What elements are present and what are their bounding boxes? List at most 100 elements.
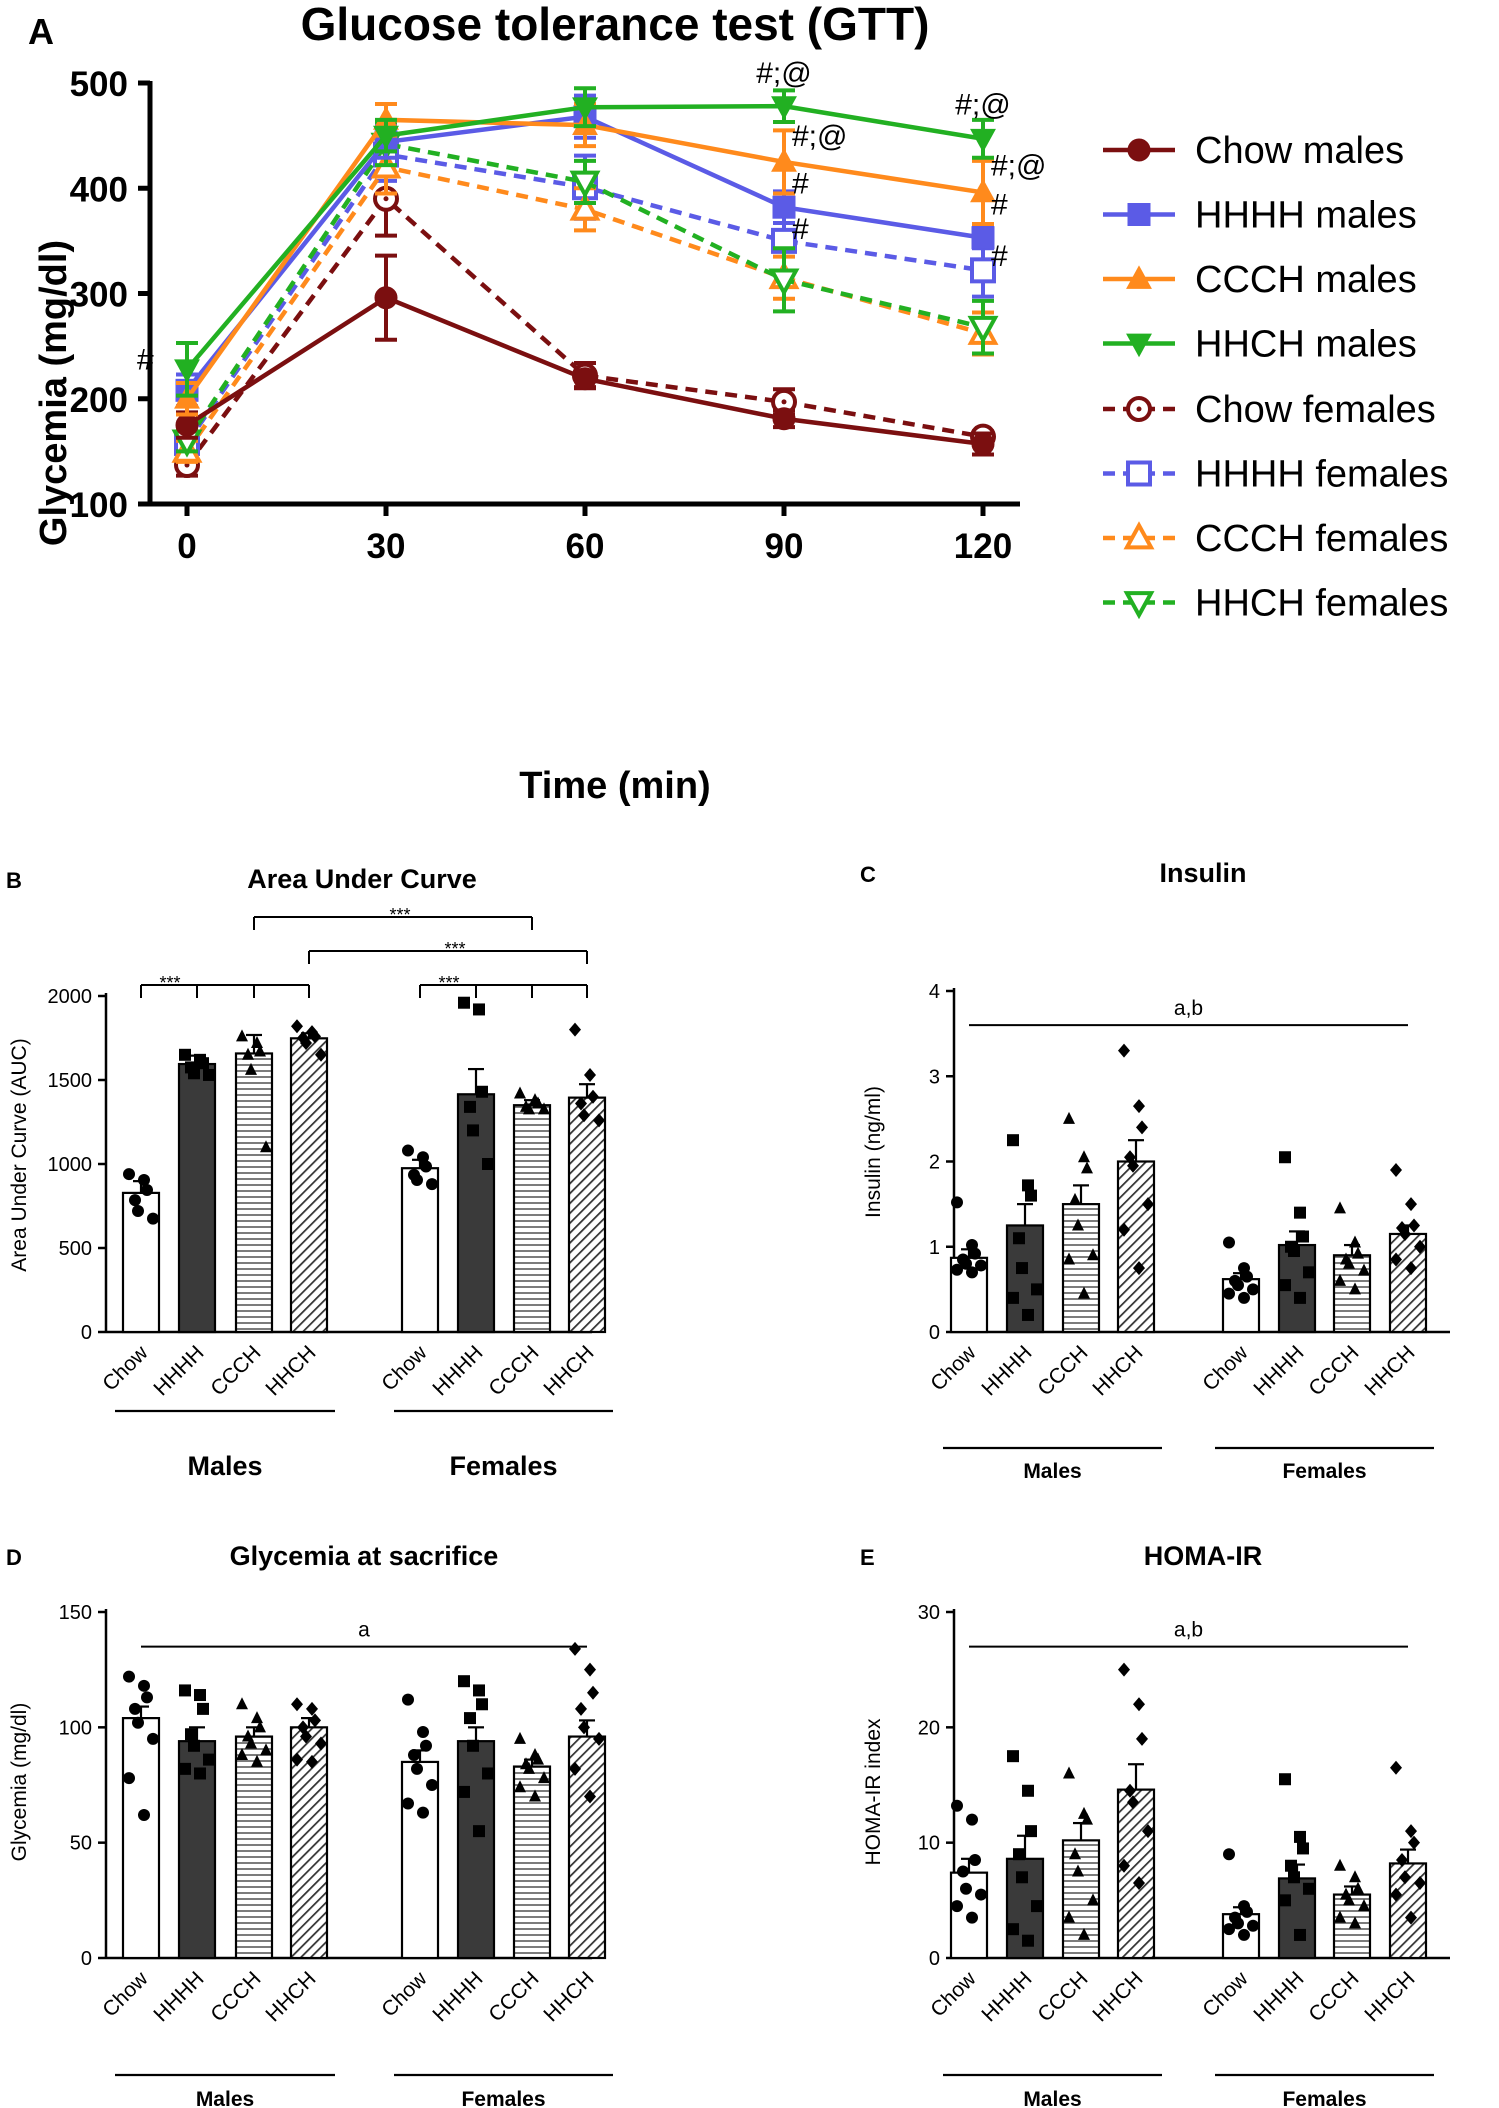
glycemia_sacrifice-data-point [251,1754,263,1767]
insulin-data-point [960,1257,972,1270]
auc-bar [400,1167,440,1334]
glycemia_sacrifice-category-label: HHCH [539,1967,598,2026]
glycemia_sacrifice-data-point [532,1752,544,1765]
homa_ir-data-point [969,1853,981,1866]
glycemia_sacrifice-data-point [236,1748,248,1761]
homa_ir-data-point [1390,1887,1402,1902]
gtt-legend-label: CCCH females [1195,518,1448,560]
homa_ir-data-point [975,1888,987,1901]
gtt-x-tick-label: 120 [954,527,1012,566]
gtt-legend-marker [1123,521,1155,550]
glycemia_sacrifice-data-point [179,1684,191,1697]
gtt-legend-item: HHCH males [1103,324,1417,366]
insulin-bar [1061,1203,1101,1334]
insulin-bar [1116,1160,1156,1334]
insulin-data-point [1279,1151,1291,1164]
auc-y-tick-label: 1000 [48,1154,93,1176]
gtt-series [174,86,996,398]
homa_ir-data-point [1288,1871,1300,1884]
auc-category-label: Chow [377,1341,432,1396]
homa_ir-category-label: HHCH [1088,1967,1147,2026]
gtt-legend-label: Chow males [1195,130,1404,172]
auc-bar [289,1037,329,1334]
gtt-series-line [185,141,984,443]
glycemia_sacrifice-data-point [147,1732,159,1745]
auc-data-point [138,1173,150,1186]
glycemia_sacrifice-data-point [315,1736,327,1751]
glycemia_sacrifice-data-point [411,1762,423,1775]
homa_ir-data-point [1349,1916,1361,1929]
auc-bar [567,1096,607,1334]
insulin-data-point [1358,1263,1370,1276]
insulin-category-label: Chow [926,1341,981,1396]
auc-data-point [420,1160,432,1173]
insulin-data-point [1390,1252,1402,1267]
homa_ir-data-point [1399,1870,1411,1885]
homa_ir-bar [1116,1788,1156,1960]
glycemia_sacrifice-data-point [123,1772,135,1785]
insulin-data-point [966,1266,978,1279]
homa_ir-data-point [1232,1917,1244,1930]
glycemia_sacrifice-data-point [408,1749,420,1762]
gtt-legend-label: Chow females [1195,389,1436,431]
gtt-series [175,253,995,457]
insulin-data-point [1133,1261,1145,1276]
insulin-data-point [1142,1197,1154,1212]
auc-data-point [129,1194,141,1207]
glycemia_sacrifice-data-point [584,1662,596,1677]
homa_ir-category-label: HHCH [1360,1967,1419,2026]
insulin-data-point [1118,1043,1130,1058]
homa_ir-data-point [951,1799,963,1812]
auc-y-tick-label: 1500 [48,1070,93,1092]
glycemia_sacrifice-data-point [473,1684,485,1697]
insulin-data-point [1007,1291,1019,1304]
homa_ir-data-point [1118,1858,1130,1873]
insulin-data-point [1334,1273,1346,1286]
auc-category-label: CCCH [206,1341,265,1400]
gtt-data-point [970,257,996,284]
insulin-data-point [1399,1226,1411,1241]
insulin-data-point [1078,1150,1090,1163]
auc-data-point [538,1102,550,1115]
gtt-data-point [771,148,797,172]
glycemia_sacrifice-data-point [129,1702,141,1715]
gtt-annotation: # [991,189,1008,222]
gtt-data-point [971,432,995,456]
auc-data-point [300,1036,312,1051]
homa-ir-title: HOMA-IR [1144,1541,1262,1571]
glycemia_sacrifice-data-point [587,1685,599,1700]
homa_ir-data-point [1241,1905,1253,1918]
homa_ir-data-point [1297,1842,1309,1855]
gtt-legend-marker [1123,591,1155,620]
auc-sig-label: *** [389,905,410,925]
auc-group-label: Males [187,1451,262,1481]
glycemia_sacrifice-data-point [300,1729,312,1744]
homa_ir-data-point [1127,1795,1139,1810]
homa_ir-data-point [1133,1876,1145,1891]
insulin-data-point [1087,1248,1099,1261]
glycemia_sacrifice-data-point [426,1779,438,1791]
homa_ir-data-point [1405,1824,1417,1839]
glycemia_sacrifice-data-point [514,1731,526,1744]
gtt-data-point [569,170,601,199]
glycemia_sacrifice-data-point [482,1767,494,1780]
gtt-annotation: # [792,168,809,201]
gtt-data-point-dot [383,196,389,202]
panel-label-a: A [28,11,54,52]
auc-data-point [473,1003,485,1016]
gtt-legend-marker [1126,460,1152,487]
insulin-data-point [1078,1286,1090,1299]
homa_ir-data-point [1343,1893,1355,1906]
auc-data-point [593,1113,605,1128]
glycemia_sacrifice-data-point [197,1702,209,1715]
gtt-legend-item: CCCH males [1103,259,1417,301]
gtt-data-point [174,359,200,383]
glycemia_sacrifice-category-label: Chow [98,1967,153,2022]
auc-sig-label: *** [444,939,465,959]
insulin-data-point [1007,1134,1019,1147]
insulin-data-point [1118,1222,1130,1237]
glycemia_sacrifice-data-point [306,1754,318,1769]
glycemia_sacrifice-data-point [251,1711,263,1724]
insulin-data-point [1072,1218,1084,1231]
homa_ir-category-label: Chow [926,1967,981,2022]
